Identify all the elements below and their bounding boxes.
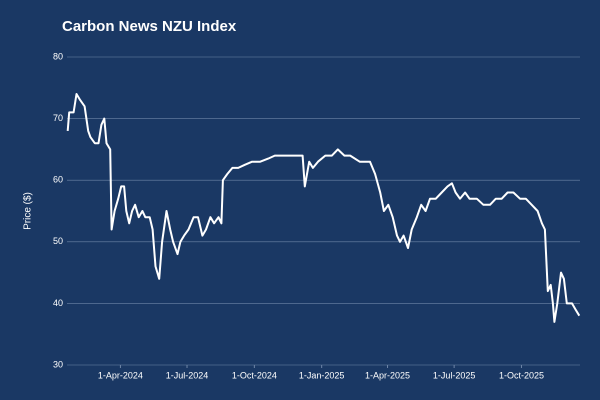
y-tick-label: 40 [53,298,63,308]
chart-title: Carbon News NZU Index [62,18,237,35]
y-axis-label: Price ($) [23,192,34,230]
y-tick-label: 50 [53,236,63,246]
y-tick-label: 80 [53,51,63,61]
x-tick-label: 1-Apr-2024 [98,370,143,380]
x-tick-label: 1-Jul-2024 [166,370,209,380]
x-tick-label: 1-Oct-2024 [232,370,277,380]
price-line [66,93,581,323]
y-tick-label: 60 [53,175,63,185]
x-tick-label: 1-Jan-2025 [299,370,345,380]
y-tick-label: 70 [53,113,63,123]
x-tick-label: 1-Apr-2025 [365,370,410,380]
x-tick-label: 1-Jul-2025 [433,370,476,380]
y-tick-label: 30 [53,359,63,369]
x-tick-label: 1-Oct-2025 [499,370,544,380]
